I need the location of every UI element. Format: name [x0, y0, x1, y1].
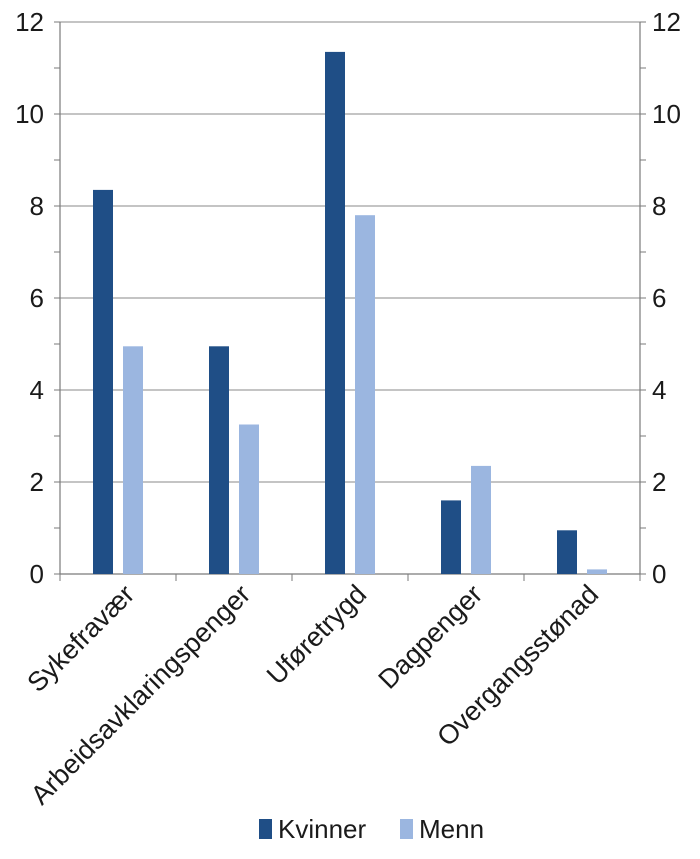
left-tick-label: 2 [30, 467, 44, 497]
bar-menn-3 [355, 215, 375, 574]
left-y-axis-ticks: 0 2 4 6 8 10 12 [15, 7, 44, 589]
left-tick-label: 6 [30, 283, 44, 313]
left-tick-label: 10 [15, 99, 44, 129]
category-label: Sykefravær [21, 579, 140, 698]
bar-kvinner-3 [325, 51, 345, 574]
category-label: Uføretrygd [261, 579, 372, 690]
bar-menn-2 [239, 424, 259, 574]
legend-swatch-menn [400, 819, 413, 839]
category-label: Dagpenger [373, 579, 489, 695]
legend-label-kvinner: Kvinner [278, 814, 366, 844]
bar-kvinner-2 [209, 346, 229, 574]
legend-swatch-kvinner [259, 819, 272, 839]
right-y-axis-ticks: 0 2 4 6 8 10 12 [652, 7, 681, 589]
grid-lines [60, 21, 640, 483]
bar-menn-1 [123, 346, 143, 574]
legend-label-menn: Menn [419, 814, 484, 844]
right-tick-label: 10 [652, 99, 681, 129]
bar-menn-5 [587, 569, 607, 574]
bar-kvinner-1 [93, 189, 113, 574]
left-tick-label: 0 [30, 559, 44, 589]
bar-menn-4 [471, 465, 491, 574]
right-tick-label: 6 [652, 283, 666, 313]
bars [93, 51, 607, 574]
right-tick-label: 0 [652, 559, 666, 589]
right-tick-label: 4 [652, 375, 666, 405]
category-label: Arbeidsavklaringspenger [25, 579, 256, 810]
legend: Kvinner Menn [259, 814, 484, 844]
left-tick-label: 12 [15, 7, 44, 37]
left-tick-label: 4 [30, 375, 44, 405]
bar-kvinner-4 [441, 500, 461, 574]
right-tick-label: 8 [652, 191, 666, 221]
left-tick-label: 8 [30, 191, 44, 221]
axes [54, 21, 646, 581]
right-tick-label: 2 [652, 467, 666, 497]
right-tick-label: 12 [652, 7, 681, 37]
bar-kvinner-5 [557, 530, 577, 574]
